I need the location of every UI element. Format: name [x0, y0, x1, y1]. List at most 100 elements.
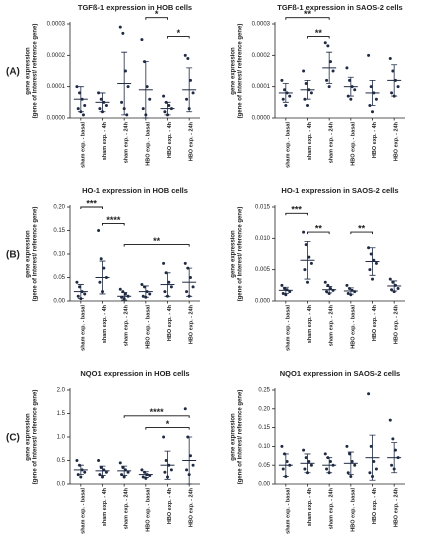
data-point — [83, 103, 87, 107]
data-point — [391, 69, 395, 73]
data-point — [97, 229, 101, 232]
error-bar — [391, 280, 398, 292]
data-point — [388, 418, 392, 422]
x-tick-label: HBO exp. - 4h — [372, 487, 378, 524]
panel-label: (A) — [6, 67, 20, 78]
data-point — [285, 459, 289, 463]
x-tick-label: sham exp. - 24h — [329, 487, 335, 529]
x-tick-label: sham exp. - basal — [80, 305, 86, 351]
data-point — [302, 448, 306, 452]
data-point — [328, 60, 332, 64]
x-tick-label: sham exp. - 24h — [124, 121, 130, 163]
data-point — [76, 107, 80, 111]
data-point — [368, 471, 372, 475]
y-tick-label: 0.0001 — [47, 84, 66, 90]
data-point — [188, 276, 192, 279]
y-tick-label: 0.0001 — [252, 84, 271, 90]
data-point — [396, 85, 400, 89]
data-point — [99, 257, 103, 261]
y-axis-label: (gene of interest/ reference gene) — [238, 24, 244, 119]
data-point — [76, 294, 80, 298]
data-point — [326, 44, 330, 48]
data-point — [303, 467, 307, 471]
error-bar — [304, 80, 311, 100]
data-point — [323, 452, 327, 456]
x-tick-label: sham exp. - basal — [80, 488, 86, 534]
data-point — [369, 252, 373, 256]
data-point — [97, 91, 101, 95]
x-tick-label: sham exp. - 24h — [329, 304, 335, 346]
x-tick-label: sham exp. - basal — [285, 305, 291, 351]
error-bar — [369, 434, 376, 481]
data-point — [185, 97, 189, 101]
data-point — [162, 94, 166, 98]
y-axis-label: gene expression — [26, 230, 32, 278]
y-tick-label: 0.05 — [53, 275, 65, 281]
x-tick-label: HBO exp. - basal — [145, 305, 151, 349]
data-point — [309, 463, 313, 467]
data-point — [183, 53, 187, 57]
data-point — [350, 459, 354, 463]
y-tick-label: 0.005 — [255, 267, 271, 273]
y-tick-label: 0.10 — [258, 444, 270, 450]
error-bar — [326, 51, 333, 84]
data-point — [353, 88, 357, 92]
error-bar — [369, 247, 376, 276]
x-tick-label: HBO exp. - 24h — [394, 487, 400, 527]
y-tick-label: 0.25 — [258, 388, 270, 394]
error-bar — [347, 287, 354, 295]
error-bar — [347, 451, 354, 475]
data-point — [346, 471, 350, 475]
data-point — [104, 103, 108, 107]
data-point — [302, 69, 306, 73]
data-point — [306, 280, 309, 284]
data-point — [141, 107, 145, 111]
y-tick-label: 0.0003 — [252, 22, 271, 28]
error-bar — [164, 101, 171, 116]
significance-label: * — [155, 9, 159, 19]
data-point — [391, 280, 395, 284]
error-bar — [282, 83, 289, 103]
data-point — [288, 290, 292, 294]
y-axis-label: (gene of interest/ reference gene) — [33, 390, 39, 485]
x-tick-label: HBO exp. - 24h — [189, 121, 195, 161]
x-tick-label: sham exp. - 4h — [307, 487, 313, 526]
data-point — [372, 258, 376, 262]
error-bar — [142, 285, 149, 298]
data-point — [123, 69, 127, 73]
data-point — [191, 91, 195, 95]
x-tick-label: HBO exp. - 24h — [394, 121, 400, 161]
significance-bracket — [123, 244, 190, 247]
y-tick-label: 2.0 — [57, 388, 66, 394]
data-point — [396, 286, 400, 290]
x-tick-label: sham exp. - 24h — [329, 121, 335, 163]
y-axis-label: gene expression — [26, 47, 32, 95]
chart-title: HO-1 expression in SAOS-2 cells — [281, 186, 398, 195]
panel-label: (C) — [6, 433, 20, 444]
data-point — [79, 475, 83, 479]
significance-bracket — [102, 223, 125, 226]
data-point — [304, 456, 308, 460]
x-tick-label: sham exp. - basal — [80, 122, 86, 168]
data-point — [183, 407, 187, 411]
data-point — [163, 470, 167, 474]
data-point — [118, 461, 122, 465]
y-axis-label: gene expression — [231, 230, 237, 278]
data-point — [391, 437, 395, 441]
data-point — [371, 277, 374, 281]
data-point — [284, 103, 288, 107]
chart-title: HO-1 expression in HOB cells — [82, 186, 188, 195]
error-bar — [99, 465, 106, 476]
data-point — [374, 261, 378, 265]
data-point — [326, 283, 330, 287]
data-point — [120, 100, 124, 104]
data-point — [75, 459, 79, 462]
data-point — [148, 97, 152, 101]
data-point — [304, 243, 308, 247]
data-point — [280, 283, 284, 287]
data-point — [148, 292, 152, 296]
y-axis-label: gene expression — [231, 47, 237, 95]
y-tick-label: 0.0003 — [47, 22, 66, 28]
y-tick-label: 0.00 — [258, 482, 270, 488]
